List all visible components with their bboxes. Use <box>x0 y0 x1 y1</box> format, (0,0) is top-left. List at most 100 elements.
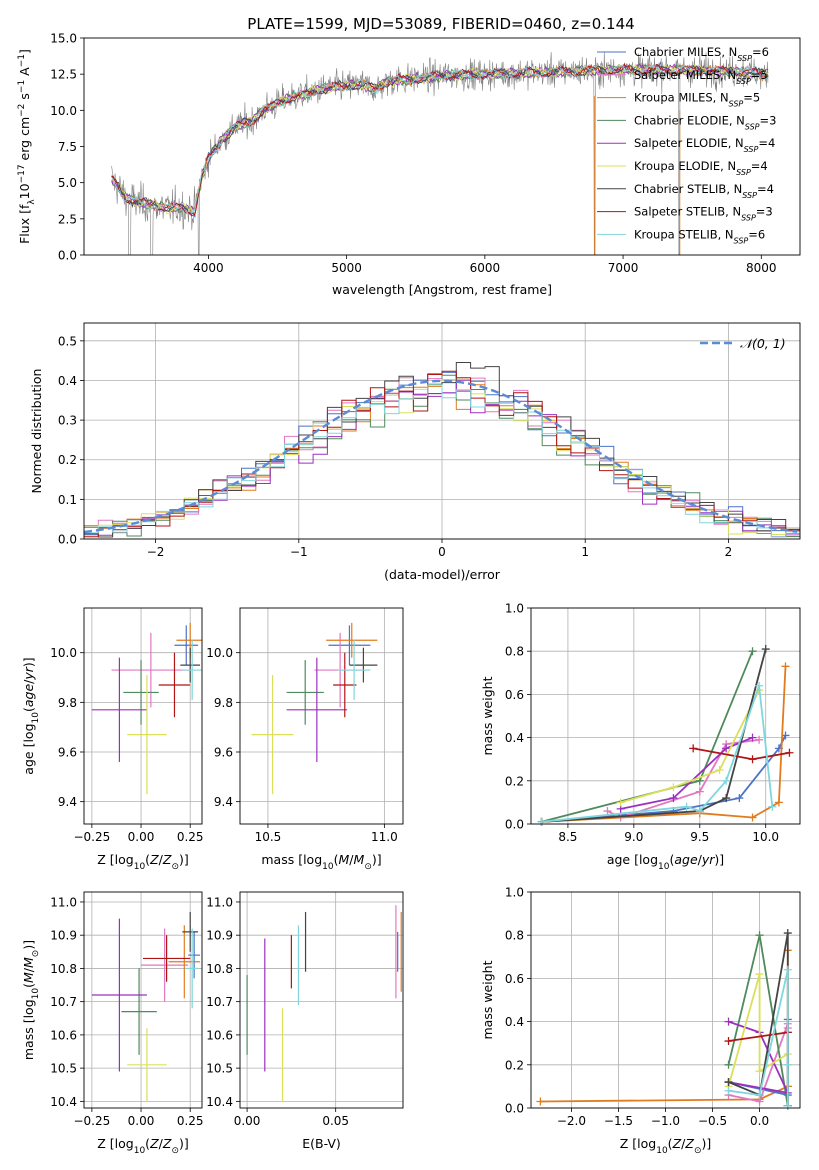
y-axis-label: mass weight <box>480 676 495 755</box>
x-tick-label: −0.25 <box>73 830 110 844</box>
x-tick-label: 0 <box>438 545 446 559</box>
y-tick-label: 9.4 <box>58 795 77 809</box>
weight-marker <box>783 1101 792 1110</box>
x-tick-label: 6000 <box>470 261 501 275</box>
weight-marker <box>722 776 731 785</box>
weight-marker <box>768 802 777 811</box>
y-tick-label: 5.0 <box>58 176 77 190</box>
x-tick-label: 5000 <box>331 261 362 275</box>
x-axis-label: Z [log10(Z/Z⊙)] <box>97 852 189 872</box>
weight-series <box>541 648 767 823</box>
axes-frame <box>239 607 404 825</box>
y-tick-label: 0.8 <box>505 645 524 659</box>
weight-marker <box>755 735 764 744</box>
y-tick-label: 10.8 <box>50 962 77 976</box>
y-tick-label: 10.0 <box>206 646 233 660</box>
x-tick-label: −2 <box>147 545 165 559</box>
x-axis-label: age [log10(age/yr)] <box>607 852 724 872</box>
age_vs_mass-plot-area <box>251 622 378 795</box>
y-tick-label: 11.0 <box>206 895 233 909</box>
y-tick-label: 11.0 <box>50 895 77 909</box>
y-tick-label: 10.5 <box>206 1062 233 1076</box>
y-tick-label: 0.2 <box>505 1058 524 1072</box>
axes-frame <box>83 891 203 1109</box>
weight-marker <box>724 1086 733 1095</box>
y-tick-label: 10.0 <box>50 104 77 118</box>
x-axis-label: E(B-V) <box>302 1136 341 1151</box>
mass_vs_EBV-plot-area <box>246 905 402 1102</box>
weight-marker <box>669 794 678 803</box>
y-tick-label: 10.4 <box>206 1095 233 1109</box>
x-tick-label: 0.25 <box>177 1114 204 1128</box>
weight-marker <box>761 645 770 654</box>
residuals-axes: −2 −1 0 1 2 0.0 0.1 0.2 0.3 0.4 0.5 <box>58 323 800 559</box>
weight-marker <box>722 794 731 803</box>
x-tick-label: −1.0 <box>651 1114 680 1128</box>
x-tick-label: 11.0 <box>371 830 398 844</box>
y-tick-label: 0.5 <box>58 334 77 348</box>
x-axis-label: wavelength [Angstrom, rest frame] <box>332 282 552 297</box>
y-tick-label: 0.8 <box>505 929 524 943</box>
y-tick-label: 0.2 <box>505 774 524 788</box>
axes-frame <box>83 607 203 825</box>
residuals-plot-area <box>84 362 800 538</box>
y-tick-label: 10.6 <box>206 1028 233 1042</box>
weight-marker <box>785 748 794 757</box>
y-tick-label: 0.0 <box>505 1102 524 1116</box>
y-tick-label: 0.0 <box>58 533 77 547</box>
model-spectrum <box>111 63 769 216</box>
y-tick-label: 15.0 <box>50 32 77 46</box>
legend-label: Salpeter STELIB, NSSP=3 <box>634 205 773 223</box>
weight-marker <box>724 1017 733 1026</box>
legend-label: Salpeter ELODIE, NSSP=4 <box>634 136 775 154</box>
weight-marker <box>748 813 757 822</box>
weight-marker <box>536 1097 545 1106</box>
x-tick-label: 0.00 <box>128 830 155 844</box>
legend-label: Chabrier ELODIE, NSSP=3 <box>634 113 776 130</box>
weight-series <box>727 934 789 1106</box>
model-spectrum <box>111 64 769 215</box>
y-tick-label: 9.8 <box>214 696 233 710</box>
y-tick-label: 12.5 <box>50 68 77 82</box>
axes-frame <box>239 891 404 1109</box>
weight-marker <box>755 1091 764 1100</box>
y-tick-label: 10.9 <box>50 929 77 943</box>
axes-frame <box>530 891 801 1109</box>
x-tick-label: 8000 <box>746 261 777 275</box>
x-tick-label: 0.05 <box>322 1114 349 1128</box>
y-tick-label: 7.5 <box>58 140 77 154</box>
weight-series <box>728 932 789 1106</box>
y-axis-label: mass weight <box>480 960 495 1039</box>
weight-marker <box>755 970 764 979</box>
y-tick-label: 10.0 <box>50 646 77 660</box>
normal-curve <box>84 379 798 534</box>
x-tick-label: −2.0 <box>557 1114 586 1128</box>
weight-marker <box>724 1060 733 1069</box>
weight-marker <box>755 931 764 940</box>
legend-label: Salpeter MILES, NSSP=5 <box>634 68 768 86</box>
x-tick-label: −1 <box>290 545 308 559</box>
y-tick-label: 1.0 <box>505 886 524 900</box>
y-tick-label: 10.7 <box>206 995 233 1009</box>
y-tick-label: 0.2 <box>58 453 77 467</box>
y-tick-label: 0.6 <box>505 688 524 702</box>
weight-marker <box>616 798 625 807</box>
weight-marker <box>783 929 792 938</box>
axes-frame <box>530 607 801 825</box>
weight-marker <box>689 744 698 753</box>
figure-title: PLATE=1599, MJD=53089, FIBERID=0460, z=0… <box>247 15 634 33</box>
y-tick-label: 10.7 <box>50 995 77 1009</box>
weight-series <box>541 650 754 823</box>
x-axis-label: mass [log10(M/M⊙)] <box>261 852 381 872</box>
y-tick-label: 10.8 <box>206 962 233 976</box>
x-tick-label: −0.25 <box>73 1114 110 1128</box>
mass_vs_Z-axes: −0.25 0.00 0.25 10.4 10.5 10.6 10.7 10.8 10.9 11.… <box>50 892 204 1128</box>
weight-series <box>541 666 787 823</box>
weight-marker <box>783 965 792 974</box>
x-tick-label: 0.25 <box>177 830 204 844</box>
weight-marker <box>755 1067 764 1076</box>
weight-marker <box>682 802 691 811</box>
age_vs_Z-plot-area <box>91 622 202 795</box>
y-tick-label: 0.3 <box>58 414 77 428</box>
